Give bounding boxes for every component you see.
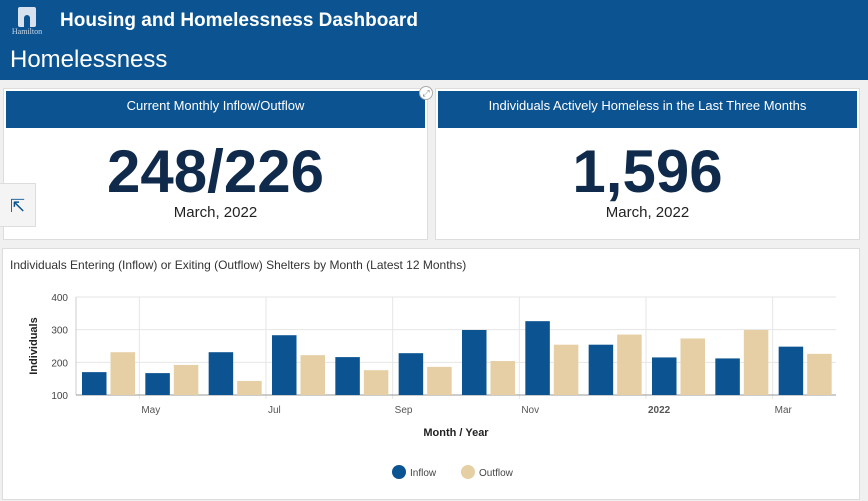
actively-homeless-card: Individuals Actively Homeless in the Las… xyxy=(435,88,860,240)
x-tick-label: 2022 xyxy=(648,405,671,416)
card-value: 248/226 xyxy=(107,138,324,205)
x-axis-label: Month / Year xyxy=(423,427,489,439)
bar-outflow xyxy=(807,353,832,395)
y-tick-label: 200 xyxy=(51,358,68,369)
card-date: March, 2022 xyxy=(173,204,258,221)
x-tick-label: Mar xyxy=(775,405,793,416)
x-tick-label: Sep xyxy=(395,405,413,416)
card-value: 1,596 xyxy=(572,138,723,205)
legend-label: Outflow xyxy=(479,468,514,479)
expand-icon[interactable]: ⤢ xyxy=(419,86,433,100)
bar-outflow xyxy=(490,361,515,395)
app-header: Hamilton Housing and Homelessness Dashbo… xyxy=(0,0,868,80)
chart-panel: Individuals Entering (Inflow) or Exiting… xyxy=(2,248,860,500)
legend-swatch-outflow xyxy=(461,465,475,479)
bar-outflow xyxy=(553,344,579,395)
bar-outflow xyxy=(363,370,389,395)
bar-inflow xyxy=(145,373,170,395)
bar-outflow xyxy=(300,355,325,395)
bar-inflow xyxy=(335,357,360,395)
page-title: Homelessness xyxy=(10,46,168,73)
bar-inflow xyxy=(588,344,614,395)
bar-outflow xyxy=(617,334,642,395)
y-tick-label: 400 xyxy=(51,293,68,304)
card-title: Current Monthly Inflow/Outflow xyxy=(6,91,425,128)
bar-inflow xyxy=(462,329,487,395)
chart-title: Individuals Entering (Inflow) or Exiting… xyxy=(10,258,467,272)
bar-inflow xyxy=(398,353,424,395)
x-tick-label: Jul xyxy=(268,405,281,416)
legend-swatch-inflow xyxy=(392,465,406,479)
x-tick-label: Nov xyxy=(521,405,539,416)
bar-inflow xyxy=(272,335,297,395)
bar-inflow xyxy=(778,346,804,395)
legend-label: Inflow xyxy=(410,468,437,479)
bar-inflow xyxy=(82,372,107,395)
bar-inflow xyxy=(715,358,740,395)
bar-outflow xyxy=(427,366,452,395)
bar-outflow xyxy=(237,380,262,395)
bar-outflow xyxy=(110,352,135,395)
bar-inflow xyxy=(208,352,234,395)
bar-outflow xyxy=(680,338,705,395)
share-icon[interactable]: ⇱ xyxy=(0,183,36,227)
bar-outflow xyxy=(743,329,769,395)
y-tick-label: 300 xyxy=(51,326,68,337)
x-tick-label: May xyxy=(141,405,160,416)
card-date: March, 2022 xyxy=(605,204,690,221)
bar-inflow xyxy=(525,321,550,395)
y-tick-label: 100 xyxy=(51,391,68,402)
y-axis-label: Individuals xyxy=(28,317,40,374)
app-title: Housing and Homelessness Dashboard xyxy=(60,10,418,31)
bar-outflow xyxy=(173,364,199,395)
inflow-outflow-card: Current Monthly Inflow/Outflow 248/226 M… xyxy=(3,88,428,240)
bar-inflow xyxy=(652,357,677,395)
hamilton-logo: Hamilton xyxy=(9,7,45,37)
bar-chart: 100 200 300 400 May Jul Sep Nov 2022 Mar Month / Y… xyxy=(28,293,836,479)
card-title: Individuals Actively Homeless in the Las… xyxy=(438,91,857,128)
